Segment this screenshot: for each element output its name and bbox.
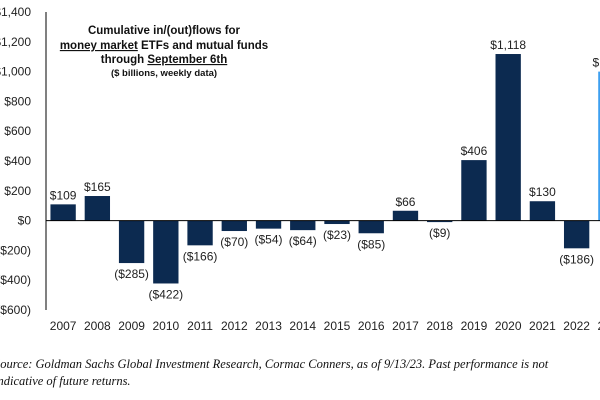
x-tick-label: 2022: [563, 319, 590, 333]
y-tick-label: $400: [4, 154, 31, 168]
x-tick-label: 2015: [324, 319, 351, 333]
y-axis-tick-labels: ($600) ($400) ($200) $0 $200 $400 $600 $800 $1,0…: [0, 5, 31, 317]
data-labels: $109 $165 ($285) ($422) ($166)($70) ($54) ($64…: [50, 38, 600, 301]
x-tick-label: 2016: [358, 319, 385, 333]
bar-2021: [529, 201, 556, 221]
y-tick-label: $1,000: [0, 65, 31, 79]
x-tick-label: 2009: [118, 319, 145, 333]
data-label-2007: $109: [50, 188, 77, 202]
title-line-3: through September 6th: [101, 54, 228, 66]
data-label-2013: ($54): [255, 233, 283, 247]
bar-2016: [358, 220, 384, 234]
data-label-2019: $406: [461, 144, 488, 158]
title-line-2: money market ETFs and mutual funds: [60, 40, 268, 52]
y-tick-label: $600: [4, 124, 31, 138]
x-tick-label: 2013: [255, 319, 282, 333]
x-tick-label: 2019: [461, 319, 488, 333]
y-tick-label: ($600): [0, 303, 31, 317]
source-footnote: Source: Goldman Sachs Global Investment …: [0, 356, 600, 390]
bar-2013: [255, 220, 282, 229]
title-line-3-prefix: through: [101, 54, 148, 66]
bar-2015: [324, 220, 350, 225]
x-tick-label: 2023: [598, 319, 600, 333]
data-label-2020: $1,118: [490, 38, 526, 52]
data-label-2022: ($186): [559, 252, 594, 266]
y-tick-label: $200: [4, 184, 31, 198]
bar-2023: [598, 71, 600, 221]
x-tick-label: 2007: [50, 319, 77, 333]
x-tick-label: 2010: [152, 319, 179, 333]
data-label-2023: $1,000: [593, 56, 600, 70]
bar-2008: [84, 196, 111, 221]
data-label-2008: $165: [84, 180, 111, 194]
chart-title: Cumulative in/(out)flows for money marke…: [60, 25, 268, 79]
data-label-2016: ($85): [357, 237, 385, 251]
bar-2018: [427, 220, 453, 223]
bar-2009: [118, 220, 145, 264]
x-tick-label: 2021: [529, 319, 556, 333]
source-line-1: Source: Goldman Sachs Global Investment …: [0, 357, 549, 371]
source-line-2: indicative of future returns.: [0, 374, 131, 388]
y-tick-label: ($400): [0, 273, 31, 287]
data-label-2009: ($285): [114, 267, 149, 281]
y-tick-label: ($200): [0, 243, 31, 257]
data-label-2017: $66: [395, 195, 415, 209]
bar-2011: [187, 220, 213, 246]
bar-2012: [221, 220, 247, 232]
bar-2022: [563, 220, 590, 249]
y-tick-label: $0: [18, 214, 32, 228]
x-tick-label: 2020: [495, 319, 522, 333]
bar-2019: [461, 160, 487, 221]
x-tick-label: 2008: [84, 319, 111, 333]
data-label-2014: ($64): [289, 234, 317, 248]
title-underlined-term: money market: [60, 40, 138, 52]
data-label-2010: ($422): [148, 287, 183, 301]
x-tick-label: 2018: [426, 319, 453, 333]
title-underlined-date: September 6th: [147, 54, 227, 66]
bar-2020: [495, 54, 521, 221]
x-tick-label: 2014: [289, 319, 316, 333]
chart-subtitle: ($ billions, weekly data): [111, 68, 217, 79]
bar-2010: [153, 220, 179, 284]
bar-2014: [290, 220, 316, 231]
bar-2007: [50, 204, 76, 221]
x-axis-tick-labels: 2007 2008 2009 2010 2011 2012 2013 2014 2015 2016…: [50, 319, 600, 333]
data-label-2018: ($9): [429, 226, 450, 240]
data-label-2011: ($166): [183, 249, 218, 263]
data-label-2012: ($70): [220, 235, 248, 249]
x-tick-label: 2011: [187, 319, 213, 333]
x-tick-label: 2017: [392, 319, 419, 333]
bar-2017: [392, 210, 419, 221]
data-label-2015: ($23): [323, 228, 351, 242]
x-tick-label: 2012: [221, 319, 248, 333]
y-tick-label: $1,200: [0, 35, 31, 49]
title-line-2-rest: ETFs and mutual funds: [138, 40, 268, 52]
y-tick-label: $800: [4, 94, 31, 108]
y-tick-label: $1,400: [0, 5, 31, 19]
data-label-2021: $130: [529, 185, 556, 199]
title-line-1: Cumulative in/(out)flows for: [88, 25, 241, 37]
bar-series: [50, 54, 600, 284]
